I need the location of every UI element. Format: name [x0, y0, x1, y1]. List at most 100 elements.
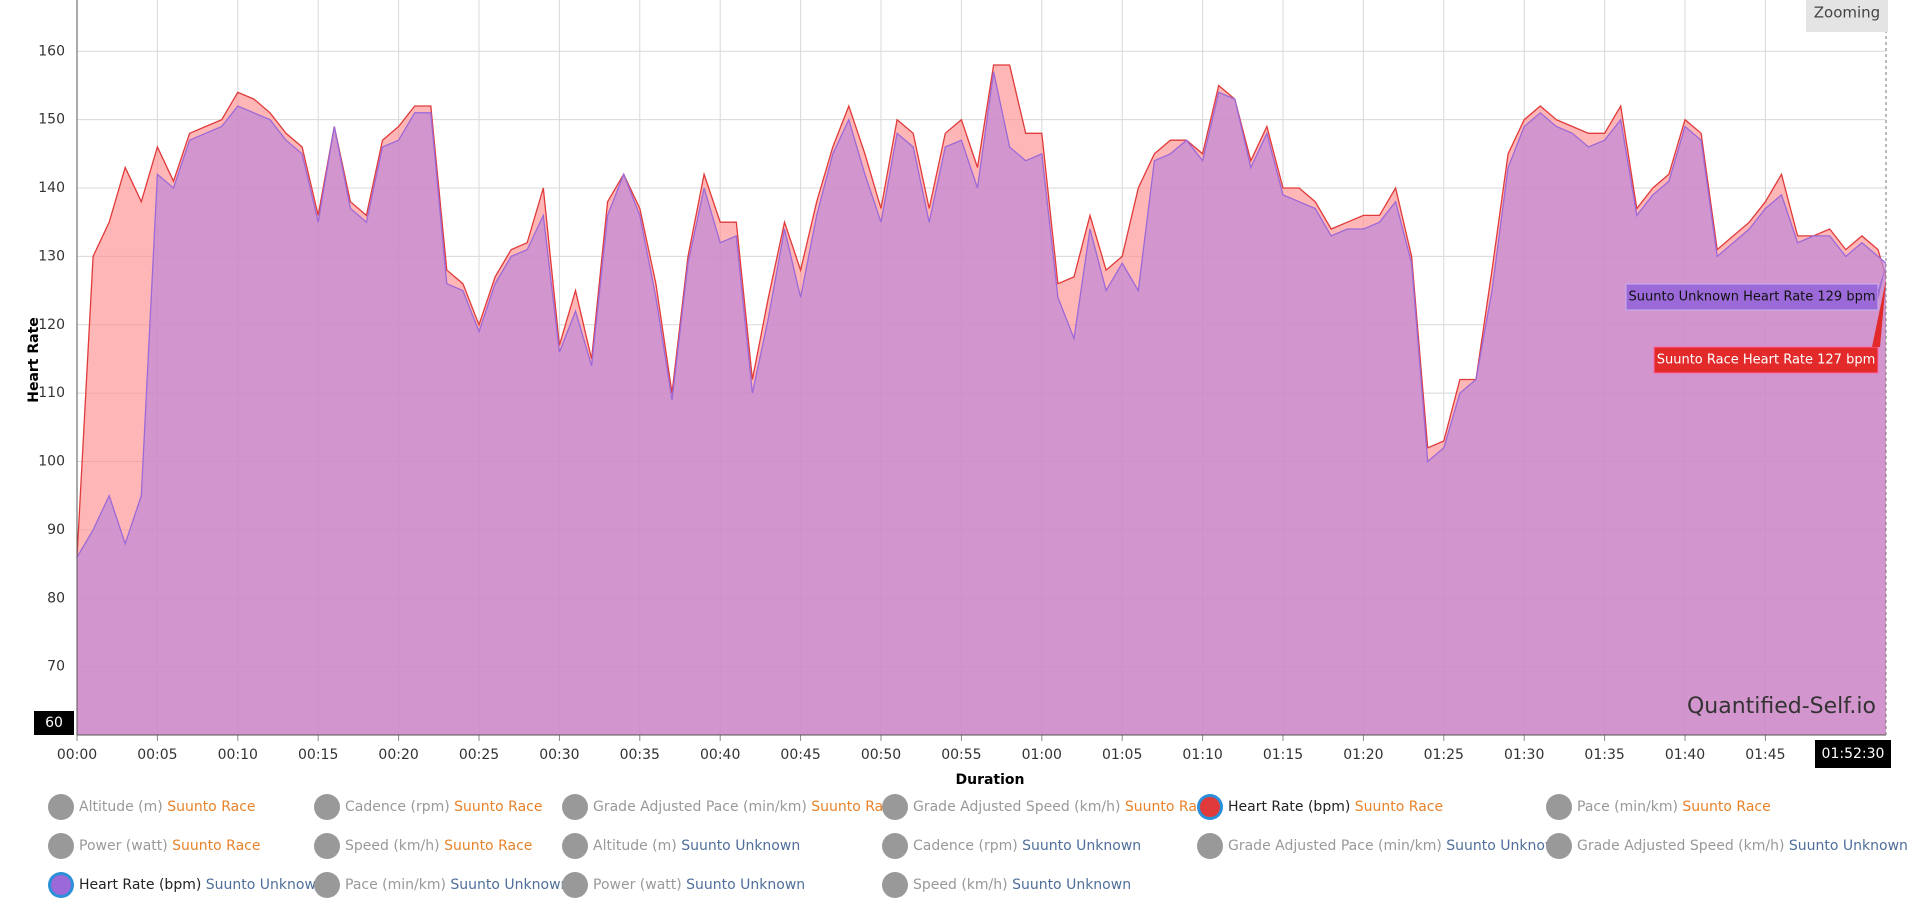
legend-item[interactable]: Power (watt) Suunto Race — [48, 833, 261, 859]
legend-source: Suunto Race — [1682, 799, 1770, 815]
legend-item[interactable]: Heart Rate (bpm) Suunto Race — [1197, 794, 1443, 820]
y-tick-label: 130 — [38, 248, 65, 264]
legend-toggle — [562, 872, 588, 898]
y-tick-label: 160 — [38, 43, 65, 59]
legend-item[interactable]: Grade Adjusted Pace (min/km) Suunto Unkn… — [1197, 833, 1565, 859]
legend-item[interactable]: Heart Rate (bpm) Suunto Unknown — [48, 872, 325, 898]
legend-label: Power (watt) Suunto Race — [79, 838, 261, 854]
legend-label: Heart Rate (bpm) Suunto Race — [1228, 799, 1443, 815]
legend-item[interactable]: Cadence (rpm) Suunto Race — [314, 794, 542, 820]
x-tick-label: 00:40 — [700, 747, 740, 763]
legend-toggle — [51, 875, 71, 895]
legend-label: Grade Adjusted Speed (km/h) Suunto Unkno… — [1577, 838, 1908, 854]
legend-metric: Power (watt) — [79, 838, 168, 854]
legend-label: Pace (min/km) Suunto Unknown — [345, 877, 569, 893]
x-tick-label: 01:25 — [1424, 747, 1464, 763]
legend-metric: Cadence (rpm) — [345, 799, 450, 815]
legend-item[interactable]: Grade Adjusted Pace (min/km) Suunto Race — [562, 794, 900, 820]
legend-source: Suunto Unknown — [1012, 877, 1131, 893]
x-tick-label: 00:35 — [620, 747, 660, 763]
legend-item[interactable]: Speed (km/h) Suunto Unknown — [882, 872, 1131, 898]
legend-metric: Speed (km/h) — [345, 838, 440, 854]
legend-item[interactable]: Speed (km/h) Suunto Race — [314, 833, 532, 859]
legend-label: Altitude (m) Suunto Unknown — [593, 838, 800, 854]
legend-toggle — [882, 833, 908, 859]
legend-source: Suunto Unknown — [1022, 838, 1141, 854]
legend-toggle — [1197, 833, 1223, 859]
x-tick-label: 01:05 — [1102, 747, 1142, 763]
legend-metric: Grade Adjusted Pace (min/km) — [1228, 838, 1442, 854]
legend-item[interactable]: Pace (min/km) Suunto Race — [1546, 794, 1771, 820]
legend-source: Suunto Unknown — [681, 838, 800, 854]
legend-metric: Altitude (m) — [79, 799, 163, 815]
legend-label: Speed (km/h) Suunto Unknown — [913, 877, 1131, 893]
y-tick-label: 90 — [47, 522, 65, 538]
legend-toggle — [882, 794, 908, 820]
legend-toggle — [48, 794, 74, 820]
legend-label: Cadence (rpm) Suunto Race — [345, 799, 542, 815]
legend-label: Power (watt) Suunto Unknown — [593, 877, 805, 893]
legend-toggle — [562, 794, 588, 820]
legend-metric: Grade Adjusted Speed (km/h) — [1577, 838, 1784, 854]
y-tick-label: 150 — [38, 112, 65, 128]
x-tick-label: 00:25 — [459, 747, 499, 763]
y-axis-label: Heart Rate — [26, 317, 42, 403]
legend-source: Suunto Unknown — [206, 877, 325, 893]
tooltip-box — [1625, 283, 1879, 311]
legend-label: Grade Adjusted Pace (min/km) Suunto Unkn… — [1228, 838, 1565, 854]
legend-label: Speed (km/h) Suunto Race — [345, 838, 532, 854]
legend-metric: Grade Adjusted Speed (km/h) — [913, 799, 1120, 815]
legend-item[interactable]: Altitude (m) Suunto Race — [48, 794, 256, 820]
legend-toggle — [1546, 794, 1572, 820]
legend-item[interactable]: Grade Adjusted Speed (km/h) Suunto Race — [882, 794, 1213, 820]
legend-toggle — [1546, 833, 1572, 859]
legend-toggle — [314, 872, 340, 898]
x-tick-label: 00:55 — [941, 747, 981, 763]
y-tick-label: 140 — [38, 180, 65, 196]
x-tick-label: 00:00 — [57, 747, 97, 763]
tooltip-pointer — [1872, 280, 1886, 347]
legend-item[interactable]: Cadence (rpm) Suunto Unknown — [882, 833, 1141, 859]
legend-toggle — [314, 794, 340, 820]
x-tick-label: 01:45 — [1745, 747, 1785, 763]
line — [76, 71, 1887, 558]
legend-item[interactable]: Grade Adjusted Speed (km/h) Suunto Unkno… — [1546, 833, 1908, 859]
y-tick-label: 110 — [38, 385, 65, 401]
x-tick-label: 00:30 — [539, 747, 579, 763]
legend-source: Suunto Race — [454, 799, 542, 815]
x-tick-label: 01:30 — [1504, 747, 1544, 763]
legend-metric: Power (watt) — [593, 877, 682, 893]
zoom-button-label[interactable]: Zooming — [1814, 4, 1880, 22]
legend-label: Grade Adjusted Speed (km/h) Suunto Race — [913, 799, 1213, 815]
cursor-y-box — [34, 711, 74, 735]
line — [76, 64, 1887, 558]
x-tick-label: 00:10 — [218, 747, 258, 763]
legend-metric: Cadence (rpm) — [913, 838, 1018, 854]
legend-toggle — [314, 833, 340, 859]
legend-toggle — [1200, 797, 1220, 817]
legend-item[interactable]: Altitude (m) Suunto Unknown — [562, 833, 800, 859]
watermark: Quantified-Self.io — [1687, 694, 1876, 719]
legend-metric: Grade Adjusted Pace (min/km) — [593, 799, 807, 815]
legend-label: Heart Rate (bpm) Suunto Unknown — [79, 877, 325, 893]
zoom-button[interactable] — [1806, 0, 1888, 32]
x-tick-label: 01:20 — [1343, 747, 1383, 763]
legend-label: Cadence (rpm) Suunto Unknown — [913, 838, 1141, 854]
legend-source: Suunto Unknown — [1446, 838, 1565, 854]
legend-label: Pace (min/km) Suunto Race — [1577, 799, 1771, 815]
x-axis-label: Duration — [955, 772, 1024, 788]
legend-label: Grade Adjusted Pace (min/km) Suunto Race — [593, 799, 900, 815]
legend-source: Suunto Unknown — [450, 877, 569, 893]
legend-item[interactable]: Pace (min/km) Suunto Unknown — [314, 872, 569, 898]
x-tick-label: 00:50 — [861, 747, 901, 763]
area — [77, 71, 1886, 736]
tooltip-pointer — [1878, 265, 1886, 300]
tooltip-box — [1653, 346, 1879, 374]
legend-source: Suunto Race — [172, 838, 260, 854]
y-tick-label: 80 — [47, 590, 65, 606]
legend-toggle — [882, 872, 908, 898]
cursor-x-label: 01:52:30 — [1822, 746, 1885, 762]
y-tick-label: 100 — [38, 454, 65, 470]
legend-item[interactable]: Power (watt) Suunto Unknown — [562, 872, 805, 898]
